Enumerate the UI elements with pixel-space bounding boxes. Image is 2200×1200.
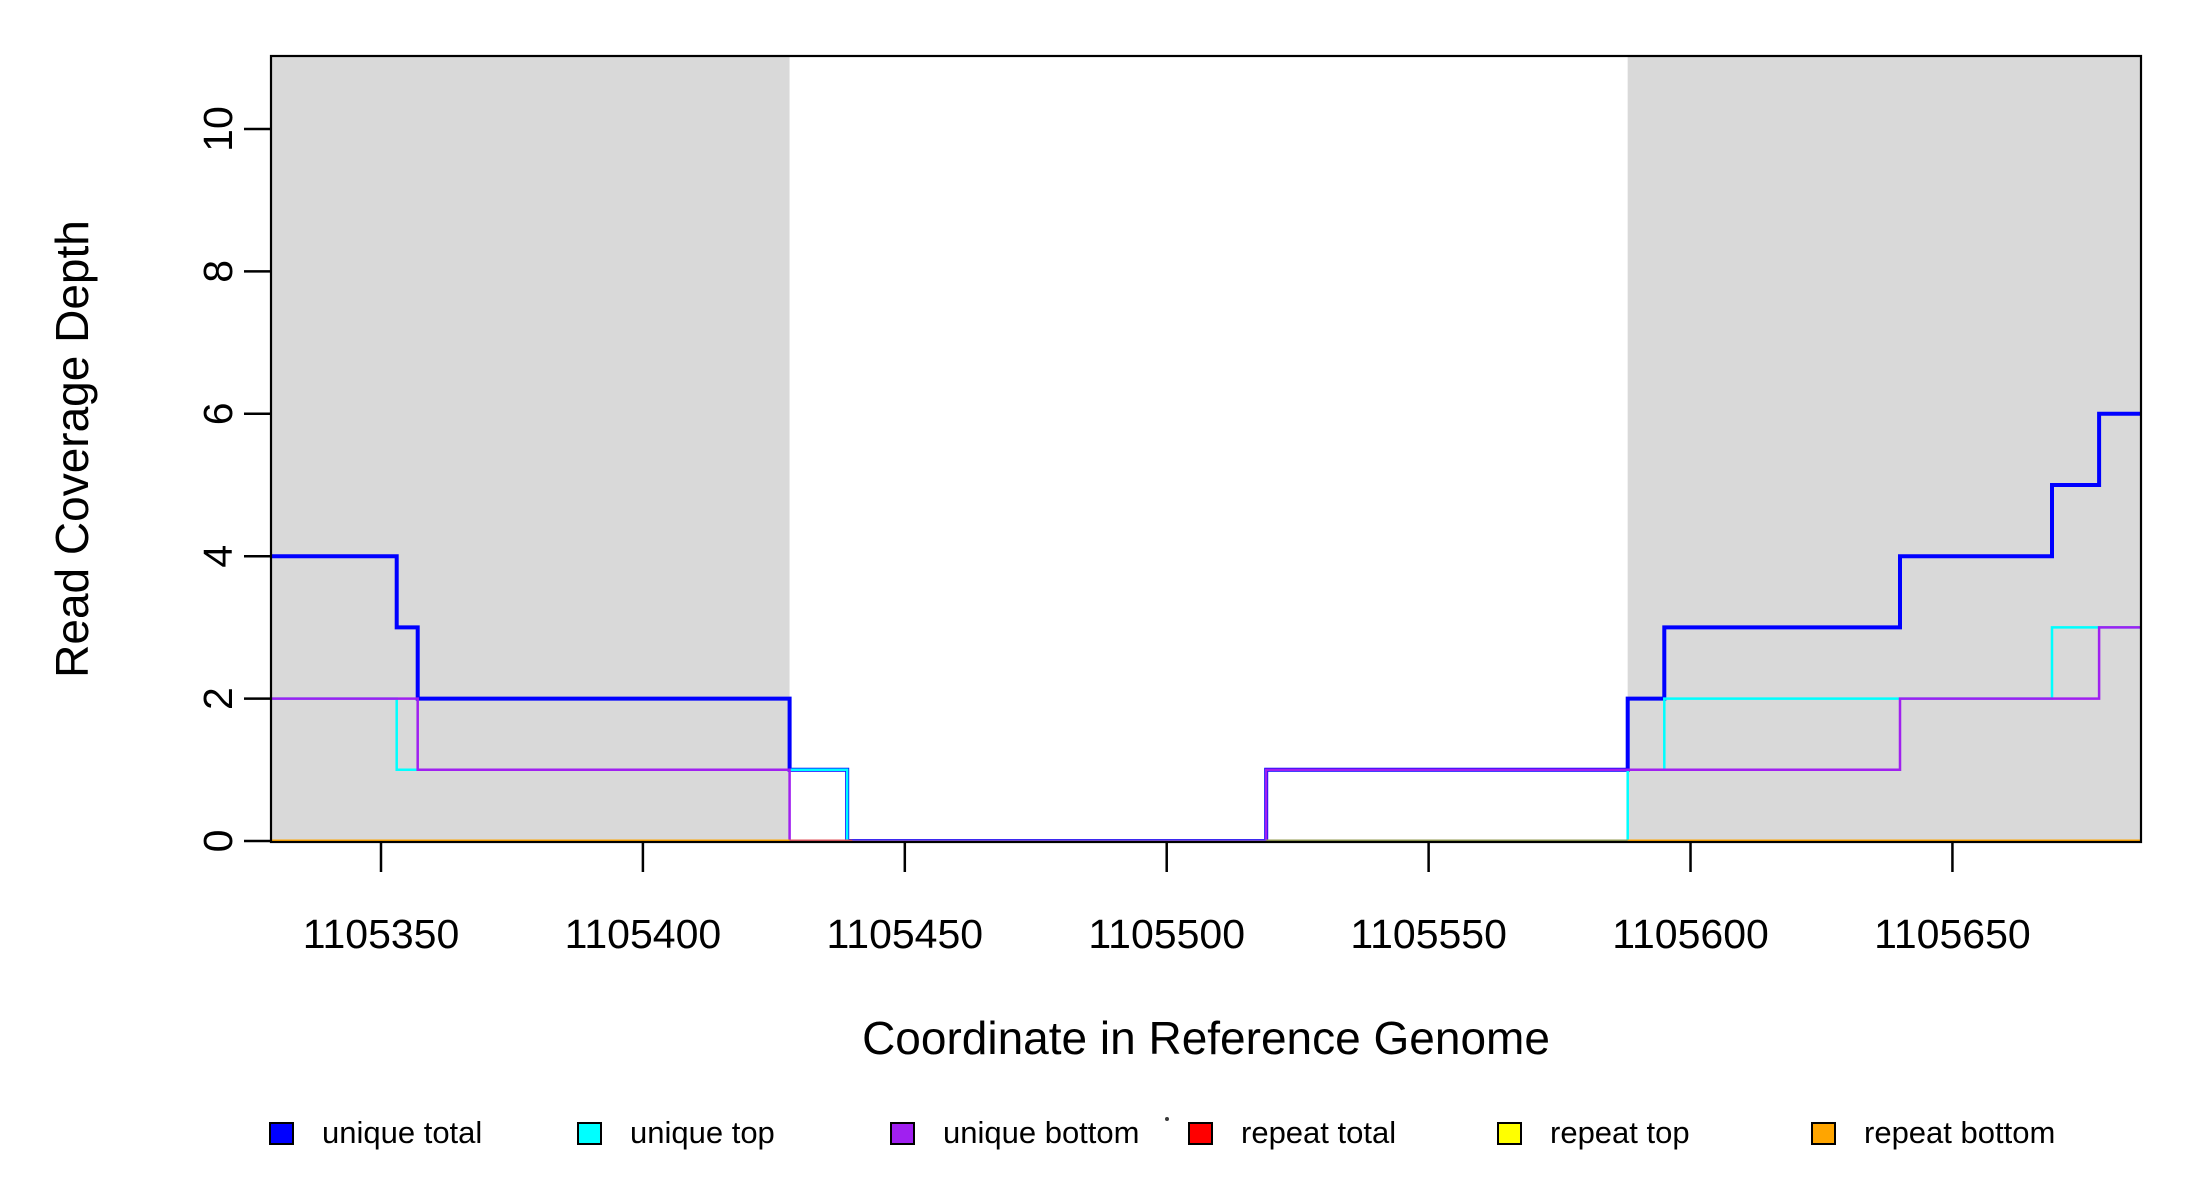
legend-swatch-repeat-bottom: [1811, 1121, 1836, 1145]
y-tick-label: 2: [195, 687, 241, 710]
legend-item-repeat-top: repeat top: [1497, 1115, 1690, 1151]
y-tick-label: 10: [195, 106, 241, 152]
x-tick-label: 1105500: [1088, 911, 1245, 957]
legend-label: repeat top: [1550, 1115, 1690, 1150]
x-tick-label: 1105650: [1874, 911, 2031, 957]
legend-item-unique-top: unique top: [577, 1115, 775, 1151]
legend-item-repeat-bottom: repeat bottom: [1811, 1115, 2055, 1151]
legend: unique total unique top unique bottom repea…: [0, 0, 2200, 1150]
legend-swatch-unique-total: [269, 1121, 294, 1145]
shaded-region-repeat-masked-left: [271, 56, 790, 842]
legend-label: unique top: [630, 1115, 775, 1150]
legend-label: repeat total: [1241, 1115, 1397, 1150]
x-tick-label: 1105550: [1350, 911, 1507, 957]
series-unique-bottom: [271, 626, 2141, 843]
shaded-region-repeat-masked-right: [1627, 56, 2141, 842]
x-tick-label: 1105450: [827, 911, 984, 957]
x-tick-label: 1105400: [565, 911, 722, 957]
y-tick-label: 8: [195, 260, 241, 283]
stray-dot: [1165, 1117, 1169, 1121]
x-tick-label: 1105600: [1612, 911, 1769, 957]
legend-swatch-repeat-top: [1497, 1121, 1522, 1145]
y-axis-title: Read Coverage Depth: [46, 220, 98, 678]
y-tick-label: 6: [195, 402, 241, 425]
legend-item-unique-total: unique total: [269, 1115, 482, 1151]
legend-item-repeat-total: repeat total: [1188, 1115, 1396, 1151]
x-axis-title: Coordinate in Reference Genome: [862, 1012, 1550, 1064]
legend-swatch-unique-top: [577, 1121, 602, 1145]
legend-label: repeat bottom: [1864, 1115, 2056, 1150]
legend-label: unique total: [322, 1115, 483, 1150]
series-unique-top: [271, 626, 2141, 843]
legend-swatch-unique-bottom: [890, 1121, 915, 1145]
legend-swatch-repeat-total: [1188, 1121, 1213, 1145]
x-tick-label: 1105350: [303, 911, 460, 957]
legend-item-unique-bottom: unique bottom: [890, 1115, 1139, 1151]
legend-label: unique bottom: [943, 1115, 1140, 1150]
y-tick-label: 4: [195, 545, 241, 568]
y-tick-label: 0: [195, 830, 241, 853]
plot-box: [269, 54, 2143, 844]
